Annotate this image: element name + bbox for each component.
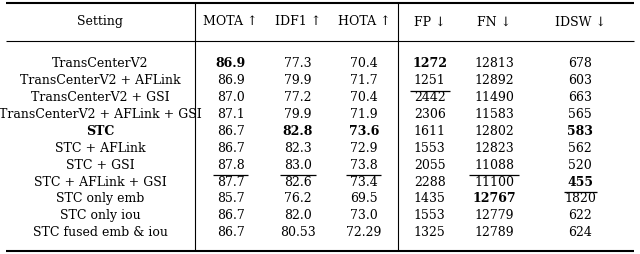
Text: 70.4: 70.4 [350, 57, 378, 70]
Text: 77.2: 77.2 [284, 91, 312, 104]
Text: 678: 678 [568, 57, 592, 70]
Text: 80.53: 80.53 [280, 226, 316, 239]
Text: 73.6: 73.6 [349, 125, 379, 138]
Text: TransCenterV2: TransCenterV2 [52, 57, 148, 70]
Text: 565: 565 [568, 108, 592, 121]
Text: STC: STC [86, 125, 115, 138]
Text: 83.0: 83.0 [284, 158, 312, 172]
Text: STC + AFLink: STC + AFLink [55, 142, 146, 155]
Text: 1325: 1325 [414, 226, 445, 239]
Text: 2306: 2306 [414, 108, 445, 121]
Text: STC + GSI: STC + GSI [66, 158, 135, 172]
Text: 82.8: 82.8 [283, 125, 313, 138]
Text: 87.0: 87.0 [217, 91, 244, 104]
Text: 69.5: 69.5 [350, 193, 378, 205]
Text: 72.29: 72.29 [346, 226, 381, 239]
Text: 1553: 1553 [414, 209, 445, 222]
Text: 622: 622 [568, 209, 592, 222]
Text: 12779: 12779 [474, 209, 514, 222]
Text: 1435: 1435 [414, 193, 445, 205]
Text: 86.7: 86.7 [217, 142, 244, 155]
Text: 1553: 1553 [414, 142, 445, 155]
Text: Setting: Setting [77, 15, 124, 28]
Text: 82.0: 82.0 [284, 209, 312, 222]
Text: TransCenterV2 + GSI: TransCenterV2 + GSI [31, 91, 170, 104]
Text: 82.6: 82.6 [284, 176, 312, 188]
Text: STC only iou: STC only iou [60, 209, 141, 222]
Text: 1820: 1820 [564, 193, 596, 205]
Text: 12813: 12813 [474, 57, 514, 70]
Text: 1272: 1272 [412, 57, 447, 70]
Text: 87.1: 87.1 [217, 108, 244, 121]
Text: 2055: 2055 [414, 158, 445, 172]
Text: 2442: 2442 [414, 91, 445, 104]
Text: 12767: 12767 [472, 193, 516, 205]
Text: FP ↓: FP ↓ [414, 15, 445, 28]
Text: 72.9: 72.9 [350, 142, 378, 155]
Text: 12802: 12802 [474, 125, 514, 138]
Text: 86.7: 86.7 [217, 209, 244, 222]
Text: 12789: 12789 [474, 226, 514, 239]
Text: 86.9: 86.9 [217, 74, 244, 87]
Text: 79.9: 79.9 [284, 74, 312, 87]
Text: 603: 603 [568, 74, 592, 87]
Text: 86.7: 86.7 [217, 226, 244, 239]
Text: FN ↓: FN ↓ [477, 15, 511, 28]
Text: 663: 663 [568, 91, 592, 104]
Text: 70.4: 70.4 [350, 91, 378, 104]
Text: IDF1 ↑: IDF1 ↑ [275, 15, 321, 28]
Text: 2288: 2288 [414, 176, 445, 188]
Text: 87.8: 87.8 [217, 158, 244, 172]
Text: 82.3: 82.3 [284, 142, 312, 155]
Text: 85.7: 85.7 [217, 193, 244, 205]
Text: IDSW ↓: IDSW ↓ [555, 15, 606, 28]
Text: 455: 455 [567, 176, 593, 188]
Text: 87.7: 87.7 [217, 176, 244, 188]
Text: 73.0: 73.0 [350, 209, 378, 222]
Text: 11583: 11583 [474, 108, 514, 121]
Text: 520: 520 [568, 158, 592, 172]
Text: 1611: 1611 [414, 125, 446, 138]
Text: 79.9: 79.9 [284, 108, 312, 121]
Text: 583: 583 [567, 125, 593, 138]
Text: 86.9: 86.9 [216, 57, 246, 70]
Text: HOTA ↑: HOTA ↑ [337, 15, 390, 28]
Text: TransCenterV2 + AFLink: TransCenterV2 + AFLink [20, 74, 180, 87]
Text: 11490: 11490 [474, 91, 514, 104]
Text: STC only emb: STC only emb [56, 193, 145, 205]
Text: 71.9: 71.9 [350, 108, 378, 121]
Text: 12823: 12823 [474, 142, 514, 155]
Text: 12892: 12892 [474, 74, 514, 87]
Text: STC + AFLink + GSI: STC + AFLink + GSI [34, 176, 167, 188]
Text: 73.8: 73.8 [350, 158, 378, 172]
Text: 562: 562 [568, 142, 592, 155]
Text: 86.7: 86.7 [217, 125, 244, 138]
Text: 11100: 11100 [474, 176, 514, 188]
Text: 73.4: 73.4 [350, 176, 378, 188]
Text: 1251: 1251 [414, 74, 445, 87]
Text: 76.2: 76.2 [284, 193, 312, 205]
Text: 624: 624 [568, 226, 592, 239]
Text: 71.7: 71.7 [350, 74, 378, 87]
Text: TransCenterV2 + AFLink + GSI: TransCenterV2 + AFLink + GSI [0, 108, 202, 121]
Text: 11088: 11088 [474, 158, 514, 172]
Text: MOTA ↑: MOTA ↑ [204, 15, 258, 28]
Text: 77.3: 77.3 [284, 57, 312, 70]
Text: STC fused emb & iou: STC fused emb & iou [33, 226, 168, 239]
